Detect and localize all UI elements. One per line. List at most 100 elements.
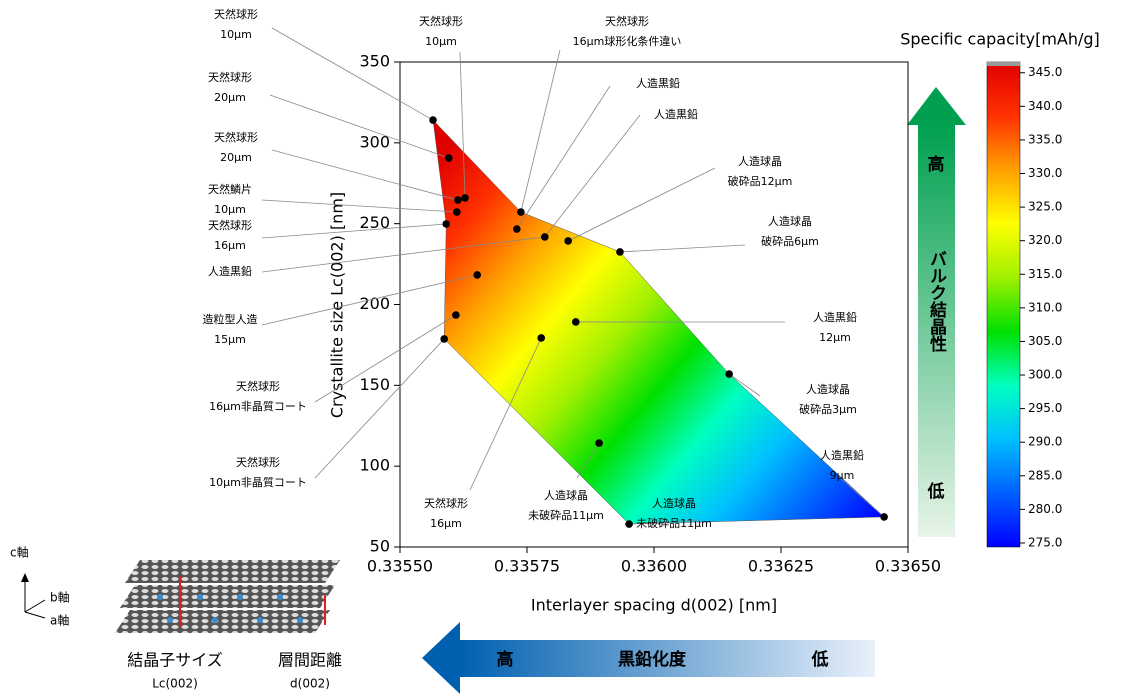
y-axis-title: Crystallite size Lc(002) [nm]: [328, 192, 347, 418]
annotation: 20μm: [214, 91, 246, 104]
colorbar-tick-label: 275.0: [1028, 535, 1062, 549]
data-point: [442, 220, 451, 228]
data-point: [453, 208, 461, 216]
leader-line: [567, 167, 716, 242]
leader-line: [314, 338, 445, 479]
annotation: 天然球形: [419, 14, 463, 28]
colorbar-title: Specific capacity[mAh/g]: [900, 30, 1100, 49]
annotation: 10μm非晶質コート: [209, 475, 307, 489]
leader-line: [271, 149, 459, 201]
data-point: [564, 237, 572, 245]
data-point: [517, 208, 525, 216]
colorbar-tick-label: 330.0: [1028, 166, 1062, 180]
colorbar-tick-label: 315.0: [1028, 267, 1062, 281]
colorbar-tick-label: 320.0: [1028, 233, 1062, 247]
data-point: [616, 248, 624, 256]
diagram-symbol: Lc(002): [152, 677, 198, 691]
annotation: 人造黒鉛: [208, 264, 252, 278]
annotation: 天然球形: [236, 379, 280, 393]
colorbar-tick-label: 290.0: [1028, 435, 1062, 449]
annotation: 天然球形: [208, 70, 252, 84]
leader-line: [728, 373, 761, 397]
y-tick-label: 150: [359, 375, 390, 394]
y-tick-label: 250: [359, 213, 390, 232]
arrow-label: 黒鉛化度: [618, 649, 687, 670]
annotation: 天然鱗片: [208, 182, 252, 196]
colorbar-tick-label: 345.0: [1028, 65, 1062, 79]
arrow-shaft: [918, 125, 955, 537]
annotation: 造粒型人造: [203, 312, 258, 326]
axis-name: a軸: [50, 614, 69, 628]
annotation: 天然球形: [424, 496, 468, 510]
data-point: [440, 335, 448, 343]
leader-line: [261, 199, 457, 213]
x-tick-label: 0.33625: [748, 557, 814, 576]
annotation: 16μm: [214, 239, 246, 252]
annotation: 人造黒鉛: [820, 448, 864, 462]
annotation: 10μm: [425, 35, 457, 48]
diagram-label: 層間距離: [278, 651, 342, 670]
data-point: [513, 225, 521, 233]
annotation: 人造球晶: [768, 214, 812, 228]
annotation: 人造球晶: [652, 496, 696, 510]
arrow-shaft: [460, 640, 875, 677]
leader-line: [459, 51, 466, 198]
data-point: [540, 233, 549, 241]
arrow-low: 低: [927, 481, 945, 502]
diagram-label: 結晶子サイズ: [127, 651, 223, 670]
data-point: [625, 520, 633, 528]
arrow-low: 低: [811, 649, 829, 670]
annotation: 破砕品3μm: [799, 402, 857, 416]
x-tick-label: 0.33600: [621, 557, 687, 576]
y-tick-label: 200: [359, 294, 390, 313]
data-point: [452, 311, 460, 319]
arrow-head: [422, 622, 460, 694]
x-tick-label: 0.33650: [875, 557, 941, 576]
data-point: [571, 318, 580, 326]
annotation: 天然球形: [605, 14, 649, 28]
annotation: 人造黒鉛: [813, 310, 857, 324]
annotation: 破砕品6μm: [761, 234, 819, 248]
colorbar-tick-label: 280.0: [1028, 502, 1062, 516]
annotation: 12μm: [819, 331, 851, 344]
leader-line: [261, 223, 447, 239]
data-point: [461, 194, 469, 202]
annotation: 天然球形: [214, 130, 258, 144]
leader-line: [544, 114, 641, 238]
data-point: [725, 370, 733, 378]
annotation: 天然球形: [236, 455, 280, 469]
data-point: [454, 196, 462, 204]
y-tick-label: 100: [359, 456, 390, 475]
leader-line: [269, 94, 449, 159]
annotation: 人造黒鉛: [636, 76, 680, 90]
data-point: [880, 513, 888, 521]
leader-line: [469, 337, 542, 491]
data-point: [537, 334, 546, 342]
annotation: 破砕品12μm: [728, 174, 793, 188]
leader-line: [576, 442, 600, 479]
x-tick-label: 0.33575: [494, 557, 560, 576]
arrow-high: 高: [497, 649, 514, 670]
colorbar-tick-label: 300.0: [1028, 368, 1062, 382]
annotation: 10μm: [214, 203, 246, 216]
x-tick-label: 0.33550: [367, 557, 433, 576]
data-point: [595, 439, 603, 447]
data-point: [444, 154, 453, 162]
colorbar: [986, 61, 1021, 548]
annotation: 人造球晶: [806, 382, 850, 396]
leader-line: [314, 314, 457, 403]
crystal-diagram: [21, 560, 340, 633]
colorbar-tick-label: 295.0: [1028, 401, 1062, 415]
colorbar-tick-label: 325.0: [1028, 200, 1062, 214]
annotation: 天然球形: [208, 218, 252, 232]
leader-line: [629, 519, 701, 525]
leader-line: [516, 85, 611, 230]
leader-line: [261, 236, 545, 273]
annotation: 人造球晶: [738, 154, 782, 168]
annotation: 16μm非晶質コート: [209, 399, 307, 413]
annotation: 未破砕品11μm: [636, 516, 712, 530]
x-axis-title: Interlayer spacing d(002) [nm]: [531, 596, 777, 615]
leader-line: [520, 49, 561, 213]
leader-line: [837, 475, 885, 518]
